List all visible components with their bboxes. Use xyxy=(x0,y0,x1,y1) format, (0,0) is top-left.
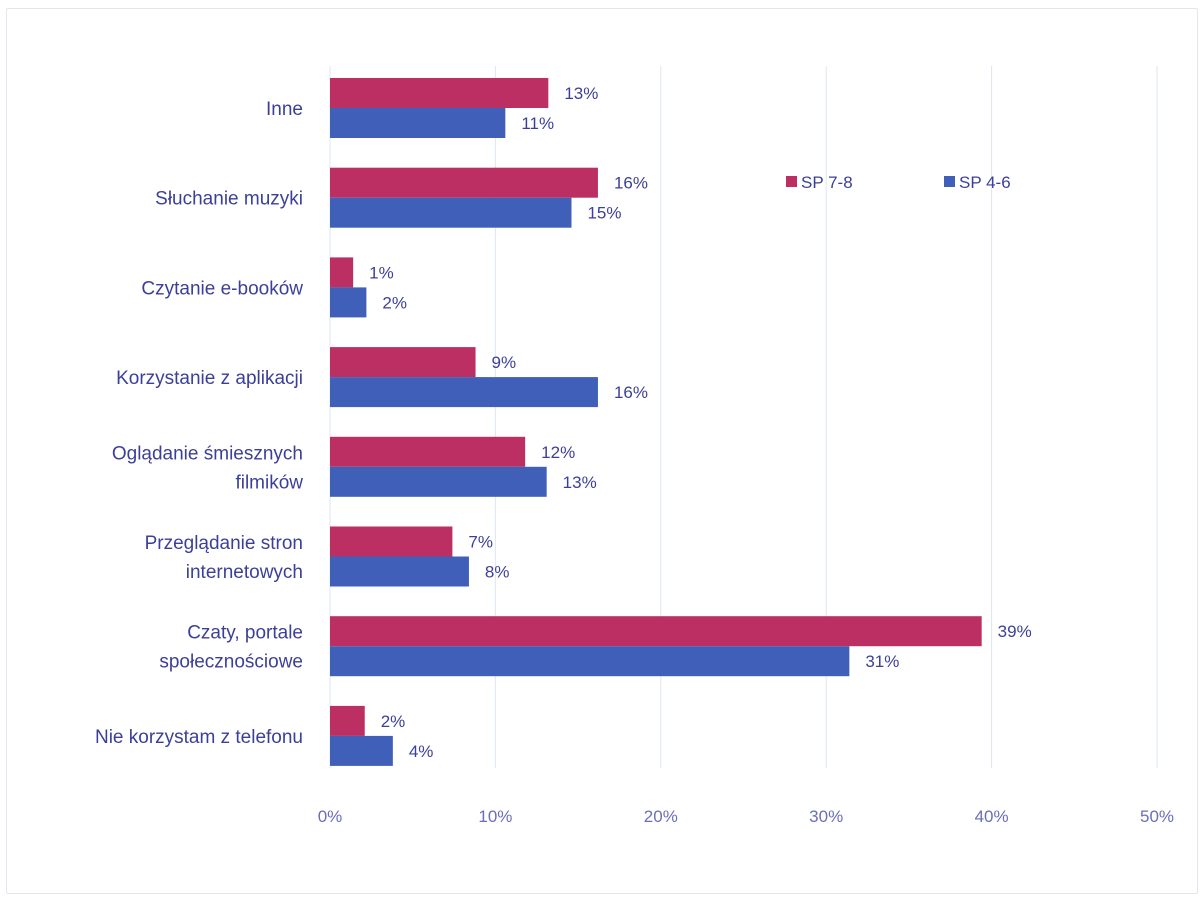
bar xyxy=(330,197,572,228)
x-tick-label: 20% xyxy=(644,807,678,826)
y-tick-label: Inne xyxy=(266,99,303,120)
y-tick-label-line: Oglądanie śmiesznych xyxy=(112,443,303,464)
y-tick-label: Słuchanie muzyki xyxy=(155,189,303,210)
data-label: 13% xyxy=(564,84,598,103)
x-tick-label: 30% xyxy=(809,807,843,826)
bar xyxy=(330,377,598,408)
bar xyxy=(330,466,547,497)
data-label: 2% xyxy=(382,293,407,312)
legend-swatch xyxy=(786,176,797,187)
data-label: 4% xyxy=(409,742,434,761)
y-tick-label: Oglądanie śmiesznych filmików xyxy=(112,443,303,493)
legend-label: SP 4-6 xyxy=(959,173,1011,192)
y-tick-label-line: społecznościowe xyxy=(159,652,303,673)
bar xyxy=(330,616,982,647)
x-tick-label: 10% xyxy=(478,807,512,826)
bar xyxy=(330,257,354,288)
y-tick-label-line: Inne xyxy=(266,99,303,120)
y-tick-label-line: Czaty, portale xyxy=(187,623,303,644)
legend-label: SP 7-8 xyxy=(801,173,853,192)
data-label: 39% xyxy=(998,622,1032,641)
y-tick-label: Czaty, portale społecznościowe xyxy=(159,623,303,673)
legend-swatch xyxy=(944,176,955,187)
y-tick-label: Czytanie e-booków xyxy=(141,278,303,299)
y-tick-label-line: filmików xyxy=(235,472,303,493)
bar xyxy=(330,347,476,378)
bar xyxy=(330,287,367,318)
bar xyxy=(330,646,850,677)
bar xyxy=(330,167,598,198)
y-tick-label: Przeglądanie stron internetowych xyxy=(145,533,303,583)
data-label: 12% xyxy=(541,443,575,462)
data-label: 2% xyxy=(381,712,406,731)
bar xyxy=(330,78,549,108)
y-tick-label-line: Nie korzystam z telefonu xyxy=(95,727,303,748)
y-tick-label-line: internetowych xyxy=(186,562,303,583)
x-tick-label: 40% xyxy=(975,807,1009,826)
data-label: 11% xyxy=(521,114,554,133)
bar xyxy=(330,556,469,587)
chart-frame xyxy=(6,8,1198,894)
bar xyxy=(330,526,453,557)
y-tick-label-line: Korzystanie z aplikacji xyxy=(116,368,303,389)
bar xyxy=(330,436,526,467)
x-tick-label: 0% xyxy=(318,807,343,826)
bar xyxy=(330,108,506,138)
data-label: 16% xyxy=(614,383,648,402)
x-tick-label: 50% xyxy=(1140,807,1174,826)
y-tick-label-line: Czytanie e-booków xyxy=(141,278,303,299)
y-tick-label-line: Przeglądanie stron xyxy=(145,533,303,554)
y-tick-label: Korzystanie z aplikacji xyxy=(116,368,303,389)
data-label: 13% xyxy=(563,473,597,492)
y-tick-label: Nie korzystam z telefonu xyxy=(95,727,303,748)
data-label: 31% xyxy=(865,652,899,671)
data-label: 7% xyxy=(468,533,493,552)
data-label: 15% xyxy=(587,204,621,223)
data-label: 1% xyxy=(369,263,394,282)
bar xyxy=(330,735,393,766)
data-label: 9% xyxy=(492,353,517,372)
y-tick-label-line: Słuchanie muzyki xyxy=(155,189,303,210)
bar xyxy=(330,705,365,736)
data-label: 16% xyxy=(614,174,648,193)
data-label: 8% xyxy=(485,563,510,582)
